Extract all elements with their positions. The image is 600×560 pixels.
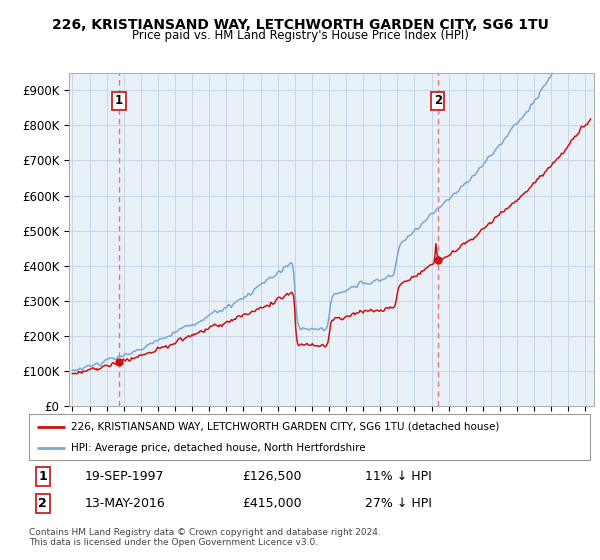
Text: £126,500: £126,500 [242,470,301,483]
Text: Contains HM Land Registry data © Crown copyright and database right 2024.
This d: Contains HM Land Registry data © Crown c… [29,528,380,547]
Text: 2: 2 [434,94,442,108]
Text: 226, KRISTIANSAND WAY, LETCHWORTH GARDEN CITY, SG6 1TU (detached house): 226, KRISTIANSAND WAY, LETCHWORTH GARDEN… [71,422,499,432]
Text: Price paid vs. HM Land Registry's House Price Index (HPI): Price paid vs. HM Land Registry's House … [131,29,469,42]
Text: 1: 1 [38,470,47,483]
Text: 226, KRISTIANSAND WAY, LETCHWORTH GARDEN CITY, SG6 1TU: 226, KRISTIANSAND WAY, LETCHWORTH GARDEN… [52,18,548,32]
Text: 2: 2 [38,497,47,510]
Text: 27% ↓ HPI: 27% ↓ HPI [365,497,432,510]
Text: 13-MAY-2016: 13-MAY-2016 [85,497,166,510]
Text: 11% ↓ HPI: 11% ↓ HPI [365,470,432,483]
Text: HPI: Average price, detached house, North Hertfordshire: HPI: Average price, detached house, Nort… [71,443,365,453]
Text: £415,000: £415,000 [242,497,302,510]
Text: 1: 1 [115,94,123,108]
Text: 19-SEP-1997: 19-SEP-1997 [85,470,164,483]
